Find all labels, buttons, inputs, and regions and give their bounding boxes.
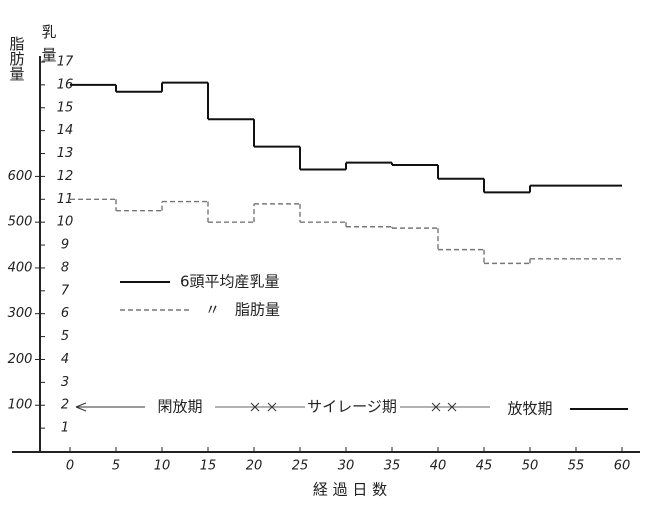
y-tick-label: 15 — [57, 100, 74, 115]
y-tick-label: 6 — [61, 306, 69, 321]
x-tick-label: 55 — [568, 459, 585, 474]
y-tick-label: 9 — [61, 238, 69, 253]
y2-tick-label: 400 — [8, 260, 33, 275]
y-tick-label: 8 — [61, 260, 69, 275]
y-tick-label: 3 — [61, 375, 69, 390]
x-tick-label: 5 — [112, 459, 120, 474]
period-label: 放牧期 — [507, 400, 552, 418]
x-tick-label: 30 — [338, 459, 355, 474]
y-tick-label: 2 — [61, 398, 69, 413]
legend-label: 6頭平均産乳量 — [180, 273, 280, 291]
y2-tick-label: 600 — [8, 169, 33, 184]
y-tick-label: 16 — [57, 77, 74, 92]
period-cross — [250, 402, 277, 412]
y-tick-label: 1 — [61, 421, 69, 436]
x-tick-label: 45 — [476, 459, 493, 474]
y-tick-label: 12 — [57, 169, 74, 184]
y-tick-label: 4 — [61, 352, 69, 367]
y-axis-label: 乳量 — [40, 24, 58, 70]
arrow-head — [75, 402, 87, 412]
x-tick-label: 40 — [430, 459, 447, 474]
x-tick-label: 25 — [292, 459, 309, 474]
y-tick-label: 13 — [57, 146, 74, 161]
y-tick-label: 17 — [57, 55, 74, 70]
y-tick-label: 11 — [57, 192, 74, 207]
y-tick-label: 5 — [61, 329, 69, 344]
x-tick-label: 15 — [200, 459, 217, 474]
x-tick-label: 50 — [522, 459, 539, 474]
y-tick-label: 14 — [57, 123, 74, 138]
x-axis-label: 経 過 日 数 — [313, 481, 387, 499]
x-tick-label: 10 — [154, 459, 171, 474]
x-tick-label: 60 — [614, 459, 631, 474]
period-label: 閑放期 — [157, 398, 202, 416]
x-tick-label: 0 — [66, 459, 74, 474]
legend-label: 〃 脂肪量 — [205, 301, 280, 319]
x-tick-label: 35 — [384, 459, 401, 474]
y2-tick-label: 300 — [8, 306, 33, 321]
period-cross — [431, 402, 457, 412]
y-tick-label: 10 — [57, 215, 74, 230]
y2-tick-label: 100 — [8, 398, 33, 413]
y2-tick-label: 500 — [8, 215, 33, 230]
x-tick-label: 20 — [246, 459, 263, 474]
y2-tick-label: 200 — [8, 352, 33, 367]
period-label: サイレージ期 — [307, 398, 397, 416]
y-tick-label: 7 — [61, 283, 70, 298]
y2-axis-label: 脂肪量 — [8, 36, 26, 81]
